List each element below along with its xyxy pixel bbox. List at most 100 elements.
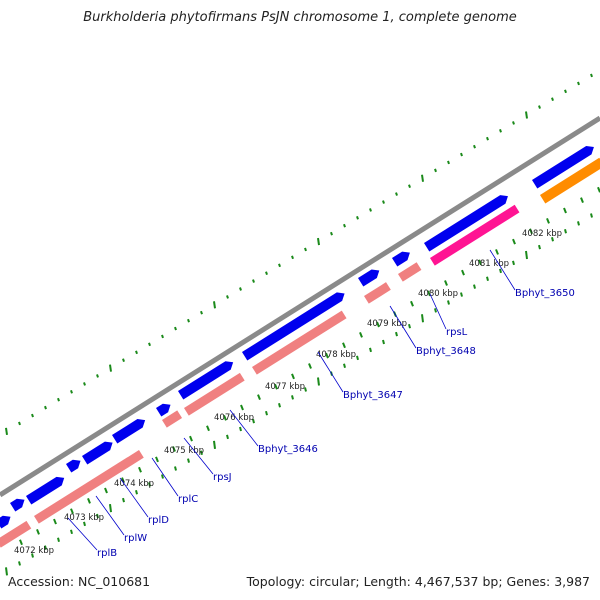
- tick-mark: [317, 237, 320, 246]
- tick-mark: [174, 326, 177, 331]
- label-leader-line: [119, 477, 149, 518]
- kbp-label: 4081 kbp: [469, 259, 509, 269]
- rna-feature: [252, 310, 347, 375]
- label-leader-line: [317, 351, 344, 393]
- tick-mark: [187, 318, 190, 323]
- tick-mark: [274, 383, 278, 390]
- backbone-line: [0, 115, 600, 498]
- tick-mark: [57, 537, 60, 542]
- tick-mark: [18, 561, 21, 566]
- kbp-label: 4073 kbp: [64, 513, 104, 523]
- cds-forward-arrow: [112, 419, 146, 444]
- tick-mark: [36, 529, 40, 535]
- tick-mark: [96, 374, 99, 378]
- tick-mark: [447, 300, 450, 305]
- tick-mark: [590, 213, 593, 218]
- tick-mark: [421, 174, 424, 182]
- tick-mark: [265, 271, 268, 275]
- gene-label: Bphyt_3647: [343, 390, 403, 401]
- kbp-label: 4075 kbp: [164, 446, 204, 456]
- gene-label: rplC: [178, 494, 198, 505]
- tick-mark: [343, 223, 346, 228]
- tick-mark: [161, 474, 164, 479]
- tick-mark: [239, 426, 242, 432]
- tick-mark: [512, 260, 515, 266]
- tick-mark: [122, 497, 125, 503]
- tick-mark: [70, 508, 74, 515]
- label-leader-line: [489, 249, 516, 291]
- gene-label: Bphyt_3650: [515, 288, 575, 299]
- tick-mark: [172, 446, 176, 452]
- gene-label: rpsJ: [213, 472, 232, 483]
- tick-mark: [265, 410, 268, 416]
- tick-mark: [317, 377, 320, 386]
- tick-mark: [174, 466, 177, 471]
- cds-forward-arrow: [424, 195, 508, 252]
- tick-mark: [19, 539, 23, 546]
- pink-feature: [430, 204, 520, 266]
- tick-mark: [304, 387, 307, 392]
- tick-mark: [155, 456, 159, 463]
- tick-mark: [252, 279, 255, 283]
- gene-label: rplW: [124, 533, 147, 544]
- tick-mark: [96, 513, 99, 519]
- label-leader-line: [389, 305, 417, 349]
- tick-mark: [70, 389, 73, 394]
- rna-feature: [34, 450, 144, 524]
- tick-mark: [278, 403, 281, 408]
- tick-mark: [512, 238, 516, 245]
- kbp-label: 4080 kbp: [418, 289, 458, 299]
- gene-label: rplB: [97, 548, 117, 559]
- tick-mark: [87, 497, 91, 504]
- tick-mark: [330, 231, 333, 236]
- cds-forward-arrow: [26, 476, 65, 505]
- cds-forward-arrow: [10, 498, 25, 512]
- tick-mark: [148, 342, 151, 347]
- tick-mark: [538, 244, 541, 250]
- tick-mark: [499, 129, 502, 133]
- tick-mark: [291, 255, 294, 260]
- kbp-labels: 4072 kbp 4073 kbp 4074 kbp 4075 kbp 4076 kbp…: [14, 229, 562, 556]
- tick-mark: [31, 553, 34, 558]
- tick-mark: [564, 229, 567, 234]
- tick-mark: [18, 421, 21, 426]
- tick-mark: [376, 321, 380, 328]
- tick-mark: [382, 339, 385, 345]
- tick-mark: [70, 529, 73, 535]
- tick-mark: [395, 192, 398, 196]
- tick-mark: [121, 477, 125, 483]
- rna-feature: [364, 282, 391, 304]
- label-leader-line: [183, 437, 214, 475]
- tick-mark: [109, 503, 112, 513]
- tick-mark: [356, 355, 359, 361]
- tick-mark: [512, 121, 515, 125]
- tick-mark: [226, 434, 229, 440]
- tick-mark: [122, 358, 125, 362]
- rna-feature: [0, 520, 32, 548]
- tick-mark: [525, 250, 528, 260]
- tick-mark: [343, 363, 346, 368]
- cds-forward-arrow: [156, 403, 171, 417]
- tick-mark: [551, 236, 554, 242]
- tick-mark: [223, 414, 227, 421]
- tick-mark: [395, 331, 398, 337]
- tick-mark: [308, 363, 312, 369]
- tick-mark: [226, 295, 229, 299]
- tick-mark: [161, 334, 164, 339]
- tick-mark: [342, 342, 346, 349]
- tick-mark: [546, 217, 550, 224]
- kbp-label: 4077 kbp: [265, 382, 305, 392]
- tick-mark: [460, 292, 463, 297]
- tick-mark: [460, 152, 463, 157]
- tick-mark: [577, 221, 580, 226]
- tick-mark: [486, 136, 489, 141]
- cds-forward-arrow: [66, 459, 81, 473]
- rna-feature: [184, 372, 245, 416]
- cds-forward-arrow: [358, 269, 380, 287]
- gene-label: rplD: [148, 515, 169, 526]
- tick-mark: [104, 487, 108, 494]
- tick-mark: [525, 111, 528, 119]
